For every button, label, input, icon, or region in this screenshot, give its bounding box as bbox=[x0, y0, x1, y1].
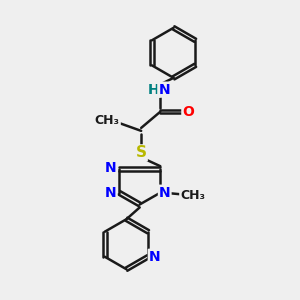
Text: CH₃: CH₃ bbox=[180, 189, 205, 202]
Text: CH₃: CH₃ bbox=[95, 114, 120, 127]
Text: N: N bbox=[149, 250, 161, 264]
Text: S: S bbox=[136, 146, 147, 160]
Text: N: N bbox=[105, 186, 117, 200]
Text: O: O bbox=[182, 105, 194, 119]
Text: N: N bbox=[158, 82, 170, 97]
Text: N: N bbox=[105, 161, 117, 175]
Text: N: N bbox=[159, 186, 170, 200]
Text: H: H bbox=[148, 82, 160, 97]
